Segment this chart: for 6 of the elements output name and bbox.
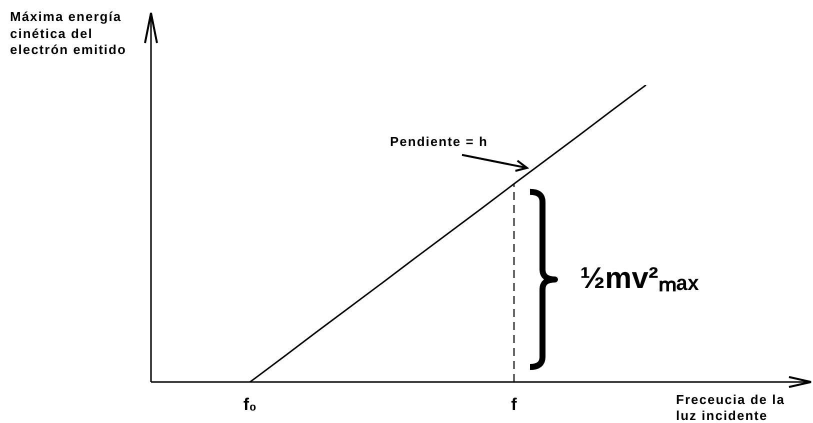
y-axis-title: Máxima energía cinética del electrón emitido (10, 9, 128, 58)
x-axis-title: Freceucia de la luz incidente (676, 392, 786, 423)
x-tick-label: f₀ (243, 395, 257, 414)
annotation: ½mv²ₘₐₓ (580, 261, 699, 298)
x-tick-label: f (511, 395, 518, 414)
annotation: Pendiente = h (390, 134, 488, 149)
